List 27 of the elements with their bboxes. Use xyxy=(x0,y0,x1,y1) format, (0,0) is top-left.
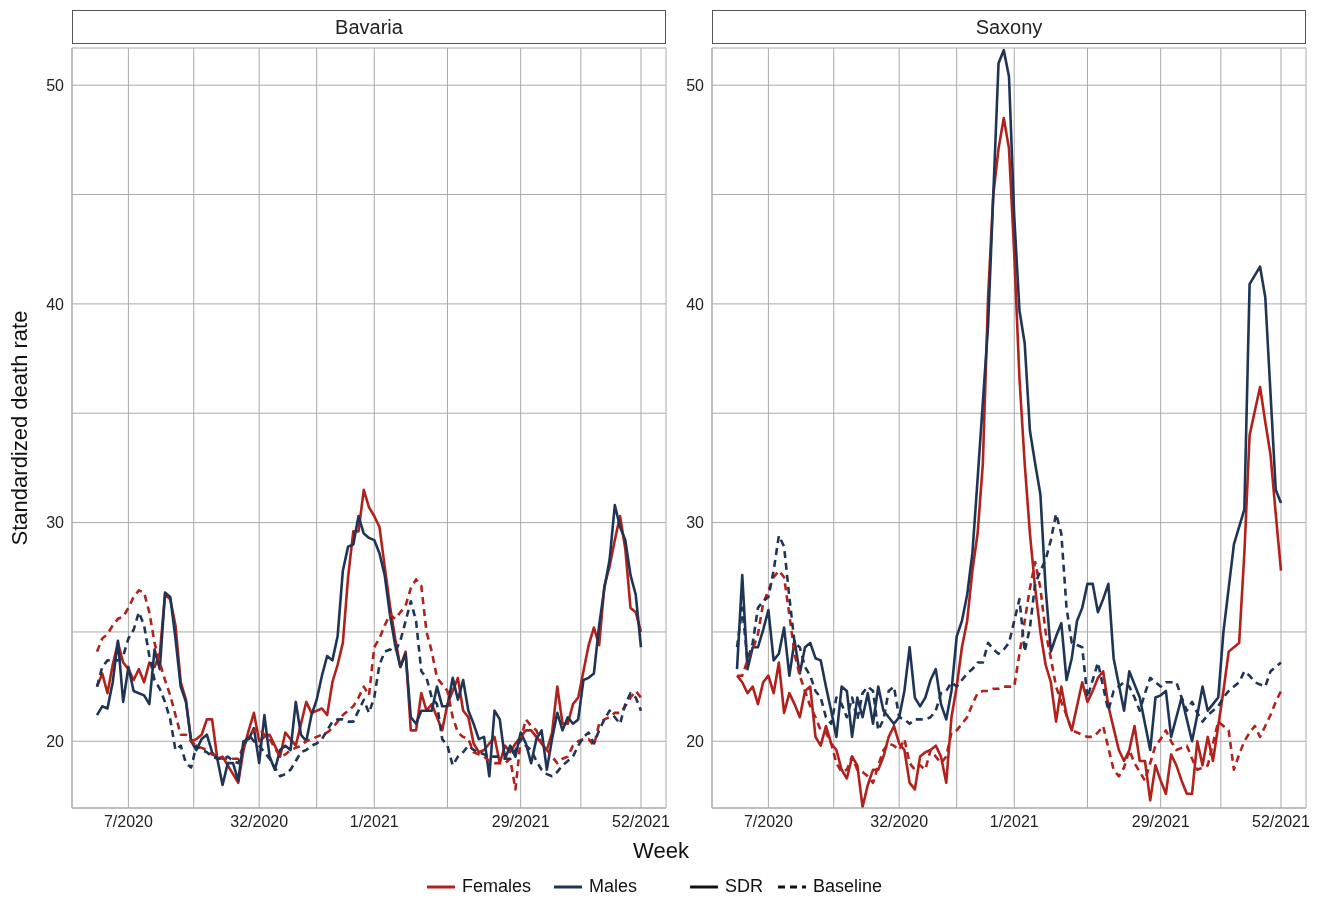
x-axis-title: Week xyxy=(632,838,690,864)
x-tick-label: 29/2021 xyxy=(1131,813,1190,831)
text: SDR xyxy=(724,876,763,897)
y-tick-label: 30 xyxy=(46,514,65,532)
y-tick-label: 30 xyxy=(686,514,705,532)
chart-title: Saxony xyxy=(712,10,1306,44)
y-tick-label: 40 xyxy=(46,295,65,313)
x-tick-label: 7/2020 xyxy=(743,813,793,831)
x-tick-label: 52/2021 xyxy=(1252,813,1310,831)
y-tick-label: 50 xyxy=(46,76,65,94)
y-tick-label: 40 xyxy=(686,295,705,313)
x-tick-label: 1/2021 xyxy=(989,813,1039,831)
legend-label: Females xyxy=(461,876,531,897)
x-tick-label: 1/2021 xyxy=(349,813,399,831)
x-tick-label: 32/2020 xyxy=(230,813,289,831)
legend-label: Males xyxy=(588,876,637,897)
x-tick-label: 32/2020 xyxy=(870,813,929,831)
y-axis-title: Standardized death rate xyxy=(7,310,33,546)
chart-title: Bavaria xyxy=(72,10,666,44)
x-tick-label: 29/2021 xyxy=(491,813,550,831)
y-tick-label: 20 xyxy=(46,732,65,750)
line-series xyxy=(735,48,1283,752)
x-tick-label: 7/2020 xyxy=(103,813,153,831)
y-tick-label: 50 xyxy=(686,76,705,94)
text: Baseline xyxy=(813,876,883,897)
y-tick-label: 20 xyxy=(686,732,705,750)
x-tick-label: 52/2021 xyxy=(612,813,670,831)
